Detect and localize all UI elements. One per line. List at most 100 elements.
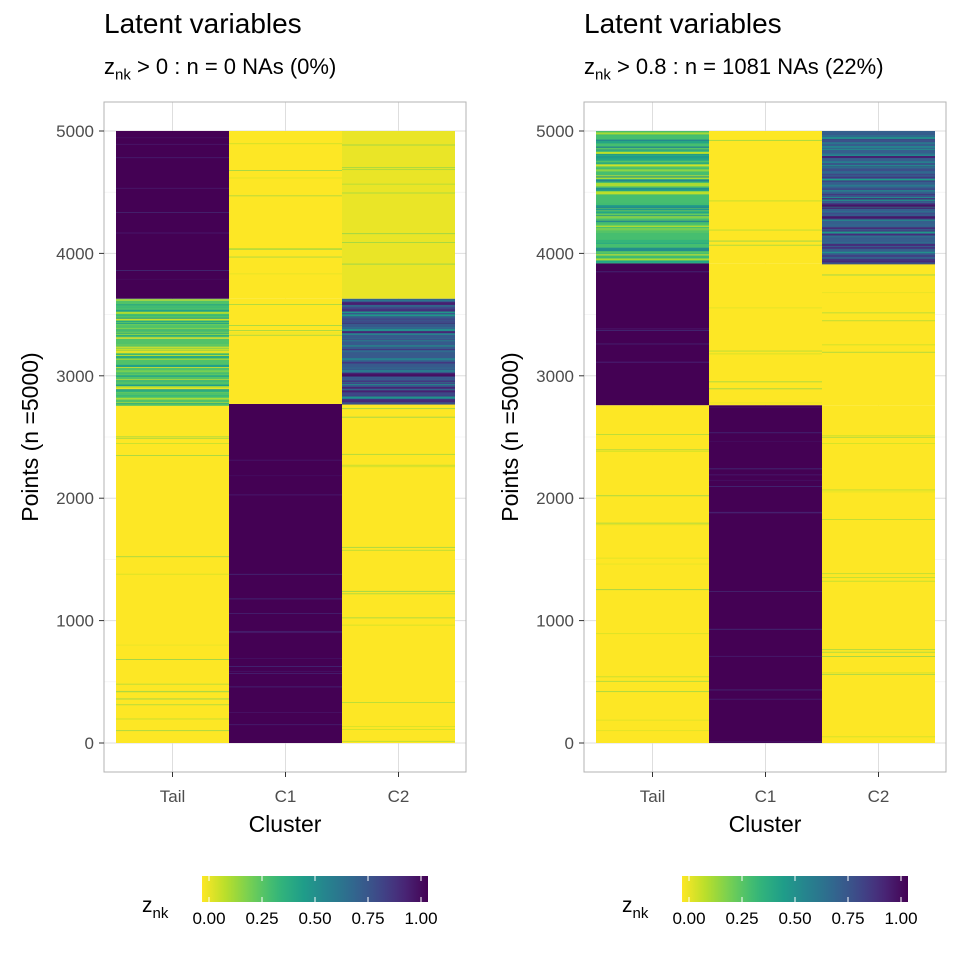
heatmap-stripe xyxy=(596,189,709,191)
x-tick-label: C1 xyxy=(275,787,297,806)
heatmap-stripe xyxy=(822,673,935,675)
heatmap-stripe xyxy=(709,511,822,513)
heatmap-stripe xyxy=(229,712,342,713)
heatmap-stripe xyxy=(822,736,935,738)
heatmap-stripe xyxy=(116,692,229,693)
heatmap-stripe xyxy=(229,248,342,249)
heatmap-stripe xyxy=(116,398,229,400)
legend-title: znk xyxy=(142,894,169,922)
heatmap-stripe xyxy=(342,327,455,329)
heatmap-stripe xyxy=(596,132,709,135)
heatmap-stripe xyxy=(229,170,342,171)
y-tick-label: 5000 xyxy=(536,122,574,141)
heatmap-stripe xyxy=(342,617,455,619)
heatmap-stripe xyxy=(116,395,229,397)
heatmap-stripe xyxy=(822,219,935,221)
heatmap-stripe xyxy=(822,140,935,143)
heatmap-stripe xyxy=(596,165,709,168)
heatmap-stripe xyxy=(116,311,229,314)
heatmap-stripe xyxy=(596,719,709,721)
heatmap-stripe xyxy=(596,691,709,693)
y-tick-label: 5000 xyxy=(56,122,94,141)
heatmap-stripe xyxy=(709,479,822,481)
heatmap-stripe xyxy=(229,666,342,667)
heatmap-stripe xyxy=(822,193,935,195)
heatmap-stripe xyxy=(342,320,455,323)
heatmap-stripe xyxy=(229,256,342,258)
heatmap-stripe xyxy=(709,200,822,202)
x-tick-label: C2 xyxy=(388,787,410,806)
heatmap-stripe xyxy=(822,573,935,575)
heatmap-stripe xyxy=(822,237,935,239)
heatmap-stripe xyxy=(342,302,455,305)
subtitle-var: z xyxy=(584,54,595,79)
heatmap-stripe xyxy=(342,242,455,243)
heatmap-stripe xyxy=(116,330,229,332)
heatmap-stripe xyxy=(116,320,229,323)
heatmap-stripe xyxy=(342,374,455,377)
heatmap-stripe xyxy=(596,258,709,261)
heatmap-stripe xyxy=(596,449,709,451)
heatmap-stripe xyxy=(116,314,229,316)
heatmap-stripe xyxy=(342,263,455,265)
subtitle-var: z xyxy=(104,54,115,79)
heatmap-stripe xyxy=(822,218,935,220)
heatmap-stripe xyxy=(822,211,935,213)
heatmap-stripe xyxy=(116,299,229,301)
heatmap-stripe xyxy=(342,372,455,375)
chart-title: Latent variables xyxy=(104,8,302,39)
heatmap-stripe xyxy=(342,367,455,370)
heatmap-stripe xyxy=(822,312,935,314)
heatmap-stripe xyxy=(342,593,455,595)
heatmap-stripe xyxy=(822,141,935,144)
heatmap-stripe xyxy=(342,466,455,468)
heatmap-stripe xyxy=(596,206,709,209)
heatmap-stripe xyxy=(596,256,709,258)
heatmap-stripe xyxy=(822,672,935,673)
heatmap-stripe xyxy=(709,350,822,352)
heatmap-stripe xyxy=(229,573,342,575)
heatmap-stripe xyxy=(822,195,935,198)
heatmap-stripe xyxy=(116,455,229,456)
heatmap-stripe xyxy=(342,396,455,398)
heatmap-stripe xyxy=(596,495,709,497)
heatmap-stripe xyxy=(596,589,709,591)
heatmap-tile xyxy=(116,131,229,299)
heatmap-tile xyxy=(709,405,822,743)
heatmap-stripe xyxy=(116,311,229,313)
heatmap-stripe xyxy=(116,143,229,145)
heatmap-stripe xyxy=(596,241,709,244)
heatmap-stripe xyxy=(116,374,229,378)
legend-tick-label: 0.50 xyxy=(298,909,331,928)
heatmap-stripe xyxy=(596,230,709,234)
heatmap-stripe xyxy=(229,613,342,614)
heatmap-stripe xyxy=(596,149,709,151)
heatmap-stripe xyxy=(342,726,455,727)
heatmap-stripe xyxy=(596,191,709,193)
heatmap-stripe xyxy=(342,590,455,592)
heatmap-stripe xyxy=(116,389,229,392)
subtitle-var-sub: nk xyxy=(115,66,131,84)
heatmap-stripe xyxy=(116,337,229,339)
heatmap-stripe xyxy=(596,175,709,177)
heatmap-stripe xyxy=(596,271,709,273)
heatmap-stripe xyxy=(596,434,709,435)
heatmap-stripe xyxy=(822,198,935,200)
heatmap-stripe xyxy=(229,273,342,275)
heatmap-stripe xyxy=(116,309,229,312)
heatmap-stripe xyxy=(342,311,455,314)
heatmap-stripe xyxy=(822,292,935,294)
heatmap-stripe xyxy=(116,659,229,660)
x-axis-title: Cluster xyxy=(729,811,802,837)
heatmap-stripe xyxy=(596,254,709,256)
x-axis-title: Cluster xyxy=(249,811,322,837)
chart-panel-1: Latent variables znk > 0 : n = 0 NAs (0%… xyxy=(17,8,467,928)
heatmap-stripe xyxy=(229,494,342,496)
heatmap-stripe xyxy=(342,464,455,466)
heatmap-stripe xyxy=(709,229,822,231)
legend-tick-label: 0.25 xyxy=(245,909,278,928)
heatmap-stripe xyxy=(116,402,229,404)
heatmap-stripe xyxy=(342,318,455,320)
heatmap-stripe xyxy=(596,633,709,635)
heatmap-stripe xyxy=(822,184,935,187)
